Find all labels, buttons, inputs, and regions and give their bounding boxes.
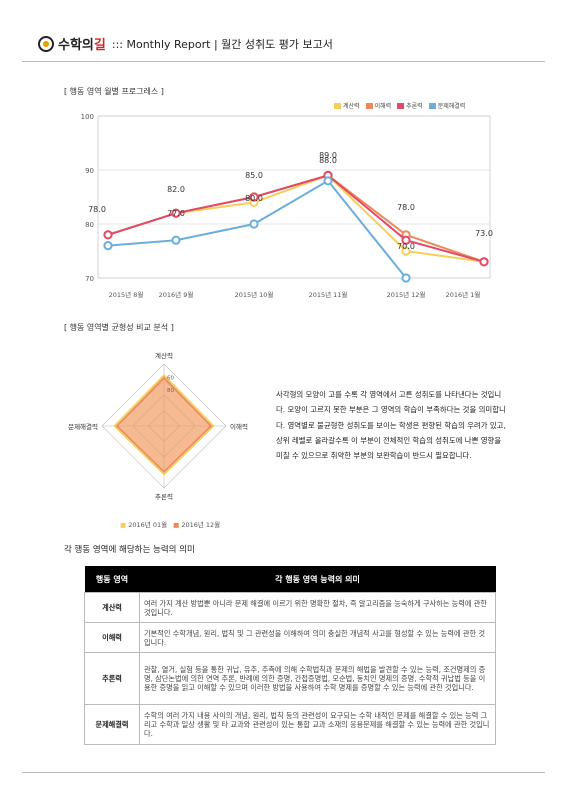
radar-axis-label: 계산력 xyxy=(155,351,173,360)
x-tick-label: 2015년 11월 xyxy=(309,290,348,299)
data-label: 88.0 xyxy=(319,156,337,165)
radar-tick-label: 60 xyxy=(167,375,174,381)
data-label: 70.0 xyxy=(397,242,415,251)
data-point xyxy=(249,192,259,202)
footer-divider xyxy=(22,772,545,773)
area-cell: 문제해결력 xyxy=(84,704,140,745)
radar-legend-item: ■ 2016년 01월 xyxy=(120,519,167,529)
radar-axis-label: 문제해결력 xyxy=(68,422,98,431)
x-tick-label: 2015년 12월 xyxy=(387,290,426,299)
column-header: 각 행동 영역 능력의 의미 xyxy=(139,566,496,593)
data-point xyxy=(401,246,411,256)
table-row: 계산력 여러 가지 계산 방법뿐 아니라 문제 해결에 이르기 위한 명확한 절… xyxy=(84,592,496,623)
y-tick-label: 90 xyxy=(85,167,94,175)
data-label: 78.0 xyxy=(88,205,106,214)
legend-item: 이해력 xyxy=(365,101,392,110)
radar-axis-label: 이해력 xyxy=(230,422,248,431)
meaning-cell: 수학의 여러 가지 내용 사이의 개념, 원리, 법칙 등의 관련성이 요구되는… xyxy=(139,704,496,745)
legend-label: 문제해결력 xyxy=(437,103,466,110)
radar-tick-label: 80 xyxy=(167,388,174,394)
data-point xyxy=(103,241,113,251)
legend-label: 계산력 xyxy=(343,103,360,110)
table-row: 문제해결력 수학의 여러 가지 내용 사이의 개념, 원리, 법칙 등의 관련성… xyxy=(84,704,496,745)
radar-series xyxy=(115,376,213,473)
data-point xyxy=(171,235,181,245)
area-cell: 이해력 xyxy=(84,622,140,653)
plot-area xyxy=(97,115,491,279)
data-label: 89.0 xyxy=(319,151,337,160)
radar-legend-item: ■ 2016년 12월 xyxy=(173,519,220,529)
report-title: ::: Monthly Report | 월간 성취도 평가 보고서 xyxy=(111,37,333,51)
series-line xyxy=(107,174,485,263)
y-tick-label: 80 xyxy=(85,221,94,229)
report-header: 수학의 길 ::: Monthly Report | 월간 성취도 평가 보고서 xyxy=(38,34,333,53)
data-point xyxy=(401,235,411,245)
area-cell: 추론력 xyxy=(84,652,140,705)
data-point xyxy=(171,208,181,218)
data-label: 85.0 xyxy=(245,171,263,180)
data-label: 80.0 xyxy=(245,194,263,203)
radar-legend: ■ 2016년 01월 ■ 2016년 12월 xyxy=(120,519,220,529)
table-title: 각 행동 영역에 해당하는 능력의 의미 xyxy=(64,545,195,555)
brand-logo: 수학의 길 xyxy=(38,34,106,53)
table-row: 추론력 관찰, 열거, 실험 등을 통한 귀납, 유추, 추측에 의해 수학법칙… xyxy=(84,652,496,705)
area-cell: 계산력 xyxy=(84,592,140,623)
x-tick-label: 2015년 10월 xyxy=(235,290,274,299)
header-divider xyxy=(22,61,545,62)
data-label: 82.0 xyxy=(167,185,185,194)
legend-swatch xyxy=(397,102,405,109)
legend-item: 문제해결력 xyxy=(428,101,466,110)
legend-label: 2016년 01월 xyxy=(128,521,168,529)
logo-text: 수학의 xyxy=(58,38,94,53)
data-point xyxy=(479,257,489,267)
table-header-row: 행동 영역 각 행동 영역 능력의 의미 xyxy=(84,566,496,593)
data-label: 77.0 xyxy=(167,209,185,218)
meaning-cell: 관찰, 열거, 실험 등을 통한 귀납, 유추, 추측에 의해 수학법칙과 문제… xyxy=(139,652,496,705)
legend-swatch: ■ xyxy=(173,521,180,529)
data-point xyxy=(323,176,333,186)
legend-item: 계산력 xyxy=(334,101,360,110)
data-label: 73.0 xyxy=(475,229,493,238)
legend-item: 추론력 xyxy=(397,101,423,110)
logo-icon xyxy=(38,35,54,52)
data-point xyxy=(103,230,113,240)
logo-accent: 길 xyxy=(93,38,106,53)
section-title-balance: [ 행동 영역별 균형성 비교 분석 ] xyxy=(64,323,174,332)
legend-swatch xyxy=(334,102,341,109)
x-tick-label: 2015년 8월 xyxy=(109,290,144,299)
data-point xyxy=(401,273,411,283)
legend-swatch: ■ xyxy=(120,521,127,529)
legend-swatch xyxy=(365,102,373,109)
section-title-progress: [ 행동 영역 월별 프로그레스 ] xyxy=(64,87,164,96)
meaning-cell: 기본적인 수학개념, 원리, 법칙 및 그 관련성을 이해하여 의미 충실한 개… xyxy=(139,622,496,653)
line-chart: 100 90 80 70 2015년 8월 2016년 9월 2015년 10월 2015년 … xyxy=(81,113,493,299)
meaning-cell: 여러 가지 계산 방법뿐 아니라 문제 해결에 이르기 위한 명확한 절차, 즉… xyxy=(139,592,496,623)
radar-axis-label: 추론력 xyxy=(155,493,173,501)
x-tick-label: 2016년 9월 xyxy=(159,290,194,299)
line-chart-legend: 계산력 이해력 추론력 문제해결력 xyxy=(334,101,465,110)
balance-description: 사각형의 모양이 고를 수록 각 영역에서 고른 성취도를 나타낸다는 것입니다… xyxy=(276,390,506,461)
y-tick-label: 100 xyxy=(81,113,94,121)
x-tick-label: 2016년 1월 xyxy=(446,290,481,299)
legend-swatch xyxy=(428,102,436,109)
ability-meaning-table: 행동 영역 각 행동 영역 능력의 의미 계산력 여러 가지 계산 방법뿐 아니… xyxy=(84,566,496,745)
legend-label: 추론력 xyxy=(406,103,423,110)
y-tick-label: 70 xyxy=(85,275,94,283)
column-header: 행동 영역 xyxy=(84,566,140,593)
data-label: 78.0 xyxy=(397,203,415,212)
legend-label: 2016년 12월 xyxy=(181,521,221,529)
legend-label: 이해력 xyxy=(374,103,392,110)
data-point xyxy=(249,219,259,229)
table-row: 이해력 기본적인 수학개념, 원리, 법칙 및 그 관련성을 이해하여 의미 충… xyxy=(84,622,496,653)
